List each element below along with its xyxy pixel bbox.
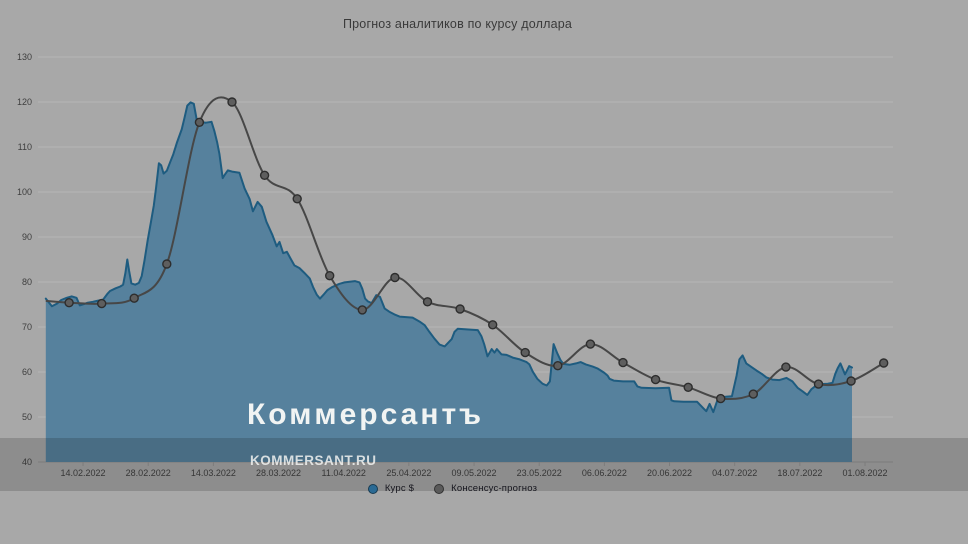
consensus-marker xyxy=(194,117,205,128)
consensus-marker xyxy=(650,374,661,385)
y-axis-label: 40 xyxy=(22,457,32,467)
consensus-marker xyxy=(488,320,498,330)
consensus-marker xyxy=(64,298,74,308)
consensus-marker xyxy=(357,305,367,315)
usd-rate-line xyxy=(44,101,853,414)
x-axis-label: 11.04.2022 xyxy=(322,468,366,478)
consensus-marker xyxy=(422,297,433,307)
x-axis-label: 14.02.2022 xyxy=(61,468,106,478)
consensus-marker xyxy=(259,170,270,181)
consensus-marker xyxy=(292,194,302,204)
consensus-marker xyxy=(520,347,530,358)
kommersant-watermark: Коммерсантъ xyxy=(247,398,485,431)
x-axis-label: 09.05.2022 xyxy=(452,468,497,478)
usd-rate-area xyxy=(45,102,853,463)
y-axis-label: 130 xyxy=(17,52,32,62)
consensus-marker xyxy=(585,339,596,349)
consensus-marker xyxy=(129,293,139,303)
consensus-marker xyxy=(455,304,465,314)
x-axis-group: 14.02.2022 28.02.2022 14.03.2022 28.03.2022… xyxy=(61,462,888,478)
consensus-marker xyxy=(683,382,693,392)
consensus-marker xyxy=(618,357,628,368)
y-axis-label: 100 xyxy=(17,187,32,197)
x-axis-label: 23.05.2022 xyxy=(517,468,562,478)
consensus-marker xyxy=(879,358,889,368)
legend-item-kurs: Курс $ xyxy=(367,483,415,494)
kommersant-url-watermark: KOMMERSANT.RU xyxy=(250,453,377,468)
consensus-legend-label: Консенсус-прогноз xyxy=(451,483,538,494)
consensus-marker xyxy=(96,298,107,309)
legend-item-consensus: Консенсус-прогноз xyxy=(434,483,537,494)
x-axis-label: 28.02.2022 xyxy=(126,468,171,478)
x-axis-label: 04.07.2022 xyxy=(712,468,757,478)
consensus-marker xyxy=(390,272,400,283)
consensus-marker xyxy=(227,97,237,107)
y-axis-label: 70 xyxy=(22,322,32,332)
y-axis-label: 90 xyxy=(22,232,32,242)
x-axis-label: 06.06.2022 xyxy=(582,468,627,478)
x-axis-label: 25.04.2022 xyxy=(386,468,431,478)
y-axis-label: 110 xyxy=(18,142,32,152)
x-axis-label: 18.07.2022 xyxy=(777,468,822,478)
consensus-marker xyxy=(781,362,791,372)
consensus-marker xyxy=(325,271,335,281)
y-axis-label: 120 xyxy=(17,97,32,107)
consensus-marker xyxy=(813,379,824,389)
consensus-marker xyxy=(748,389,758,399)
y-axis-label: 50 xyxy=(22,412,32,422)
x-axis-label: 14.03.2022 xyxy=(191,468,236,478)
consensus-marker xyxy=(846,376,856,386)
y-axis-label: 80 xyxy=(22,277,32,287)
consensus-legend-dot-icon xyxy=(434,483,445,494)
x-axis-label: 01.08.2022 xyxy=(843,468,888,478)
kurs-legend-dot-icon xyxy=(367,483,378,494)
y-axis-label: 60 xyxy=(22,367,32,377)
x-axis-label: 20.06.2022 xyxy=(647,468,692,478)
consensus-marker xyxy=(553,361,563,371)
chart-legend: Курс $ Консенсус-прогноз xyxy=(0,483,905,494)
consensus-marker xyxy=(716,393,726,404)
kurs-legend-label: Курс $ xyxy=(384,483,415,494)
series-group xyxy=(44,96,889,463)
chart-title: Прогноз аналитиков по курсу доллара xyxy=(342,17,573,31)
consensus-marker xyxy=(162,259,172,269)
consensus-line xyxy=(45,96,885,401)
x-axis-label: 28.03.2022 xyxy=(256,468,301,478)
